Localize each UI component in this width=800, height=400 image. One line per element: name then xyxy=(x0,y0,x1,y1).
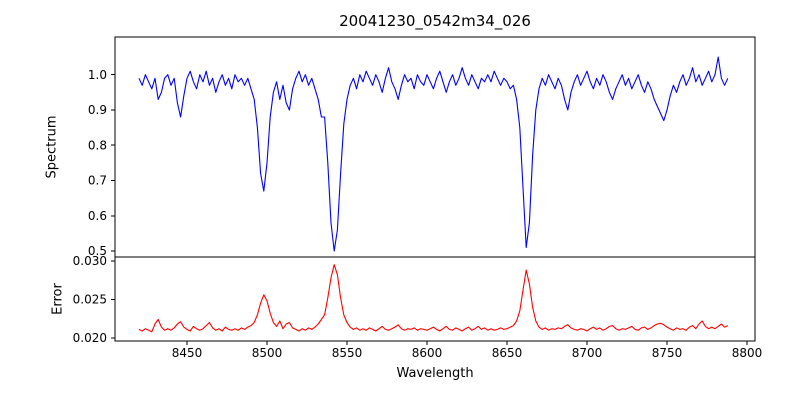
error-y-axis-label: Error xyxy=(50,283,66,315)
x-axis-label: Wavelength xyxy=(396,366,474,381)
x-tick-label: 8600 xyxy=(412,346,443,360)
error-y-tick-label: 0.030 xyxy=(73,254,107,268)
spectrum-y-tick-label: 0.5 xyxy=(88,244,107,258)
spectrum-y-tick-label: 1.0 xyxy=(88,68,107,82)
x-tick-label: 8800 xyxy=(732,346,763,360)
spectrum-line xyxy=(138,56,729,252)
x-tick-label: 8500 xyxy=(252,346,283,360)
spectrum-plot-border xyxy=(114,36,756,258)
spectrum-y-tick-label: 0.7 xyxy=(88,174,107,188)
spectrum-y-axis-label: Spectrum xyxy=(44,115,60,179)
x-tick-label: 8450 xyxy=(172,346,203,360)
x-tick-label: 8650 xyxy=(492,346,523,360)
spectrum-y-tick-label: 0.9 xyxy=(88,103,107,117)
x-tick-label: 8750 xyxy=(652,346,683,360)
error-line xyxy=(138,264,729,333)
spectrum-y-tick-label: 0.6 xyxy=(88,209,107,223)
error-y-tick-label: 0.025 xyxy=(73,293,107,307)
x-tick-label: 8700 xyxy=(572,346,603,360)
error-y-tick-label: 0.020 xyxy=(73,331,107,345)
spectrum-y-tick-label: 0.8 xyxy=(88,138,107,152)
chart-title: 20041230_0542m34_026 xyxy=(339,12,531,30)
x-tick-label: 8550 xyxy=(332,346,363,360)
